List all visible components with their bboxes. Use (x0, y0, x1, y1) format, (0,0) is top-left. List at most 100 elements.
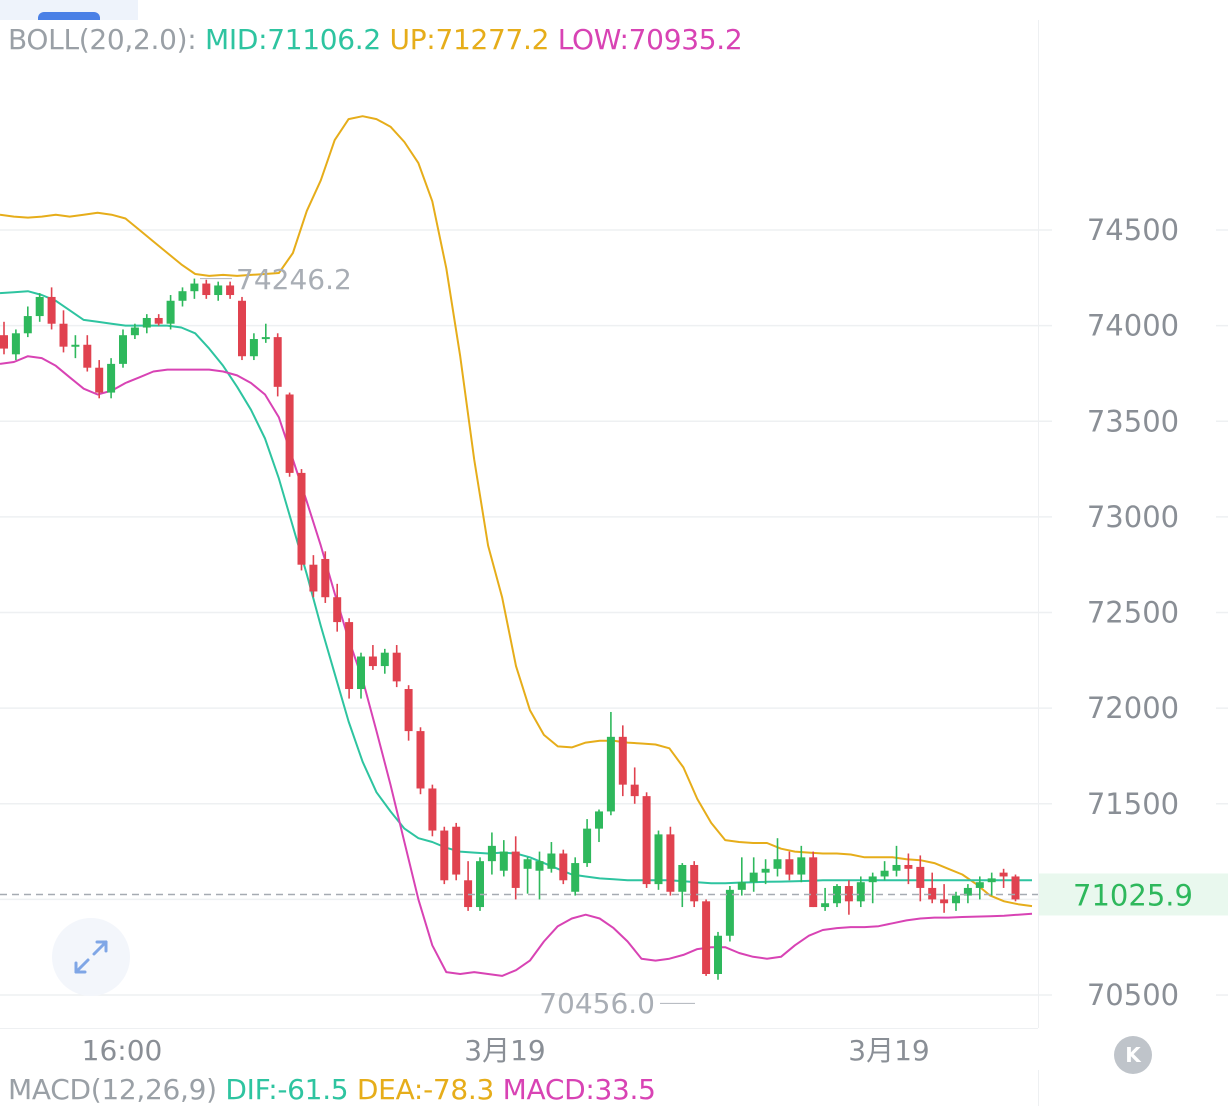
candle-body (71, 344, 80, 347)
candle-body (821, 903, 830, 908)
candle-body (166, 300, 175, 324)
candle-body (238, 300, 246, 357)
last-price-label: 71025.9 (1073, 878, 1193, 912)
candle-body (285, 394, 294, 473)
candle-body (904, 864, 913, 869)
candle-body (11, 333, 20, 355)
candle-body (749, 872, 758, 883)
candle-body (630, 784, 639, 797)
candle-body (844, 886, 853, 902)
x-tick-label: 3月19 (464, 1034, 545, 1067)
candle-body (928, 887, 937, 900)
candle-body (119, 335, 127, 364)
active-tab-indicator[interactable] (38, 12, 100, 20)
candle-body (737, 882, 746, 890)
boll-lower-line (0, 355, 1033, 977)
candle-body (523, 859, 532, 869)
candle-body (142, 317, 151, 328)
candle-body (559, 853, 568, 881)
candle-body (368, 656, 377, 667)
candle-body (487, 845, 496, 862)
candle-body (880, 870, 889, 877)
candle-body (618, 736, 627, 785)
x-tick-label: 16:00 (82, 1034, 163, 1067)
candle-body (59, 323, 68, 347)
candle-body (499, 851, 508, 871)
kline-toggle-button[interactable]: K (1114, 1036, 1152, 1074)
candle-body (725, 889, 734, 936)
last-price-tag (1039, 873, 1228, 916)
candle-body (892, 864, 901, 871)
expand-chart-button[interactable] (52, 918, 130, 996)
kline-toggle-label: K (1125, 1043, 1141, 1067)
candle-body (392, 652, 401, 682)
candle-body (809, 857, 818, 908)
candle-body (261, 337, 270, 340)
boll-mid-value: MID:71106.2 (205, 23, 381, 56)
candle-body (0, 335, 8, 349)
candle-body (321, 558, 330, 598)
boll-low-value: LOW:70935.2 (557, 23, 743, 56)
expand-arrows-icon (74, 940, 108, 974)
candle-body (547, 853, 556, 869)
y-tick-label: 71500 (1087, 787, 1179, 821)
candle-body (476, 861, 484, 908)
y-tick-label: 73000 (1087, 500, 1179, 534)
candle-body (916, 866, 925, 888)
candle-body (130, 327, 139, 336)
candle-body (642, 796, 651, 885)
y-axis-divider (1038, 20, 1039, 1028)
candle-body (309, 564, 318, 592)
candle-body (702, 901, 711, 975)
candle-body (868, 876, 877, 883)
candle-body (714, 935, 722, 975)
x-tick-label: 3月19 (848, 1034, 929, 1067)
candle-body (535, 861, 544, 871)
macd-value: MACD:33.5 (502, 1073, 656, 1106)
candle-body (47, 296, 56, 324)
y-tick-label: 72500 (1087, 596, 1179, 630)
candle-body (571, 863, 580, 892)
candle-body (226, 285, 235, 296)
candle-body (404, 689, 413, 732)
macd-dif-value: DIF:-61.5 (225, 1073, 349, 1106)
candle-body (35, 296, 44, 317)
candle-body (963, 887, 972, 896)
candle-body (666, 834, 675, 892)
candle-body (511, 851, 520, 888)
macd-indicator-name: MACD(12,26,9) (8, 1073, 217, 1106)
y-tick-label: 74000 (1087, 309, 1179, 343)
candle-body (95, 367, 104, 393)
macd-divider (1038, 1070, 1039, 1106)
candle-body (690, 864, 699, 902)
candle-body (202, 283, 211, 296)
macd-legend: MACD(12,26,9) DIF:-61.5 DEA:-78.3 MACD:3… (8, 1072, 656, 1108)
boll-upper-line (0, 115, 1033, 908)
candle-body (797, 857, 806, 875)
candle-body (761, 868, 770, 873)
candle-body (678, 864, 687, 892)
y-tick-label: 72000 (1087, 691, 1179, 725)
candle-body (595, 811, 603, 829)
candle-body (856, 882, 865, 902)
macd-dea-value: DEA:-78.3 (356, 1073, 495, 1106)
candle-body (1011, 876, 1020, 900)
candle-body (23, 316, 32, 334)
x-axis-baseline (0, 1028, 1038, 1029)
candle-body (833, 886, 841, 904)
candle-body (249, 339, 258, 357)
candle-body (214, 285, 223, 296)
y-tick-label: 70500 (1087, 978, 1179, 1012)
candle-body (773, 859, 782, 869)
candle-body (999, 872, 1008, 877)
candle-body (178, 291, 187, 301)
candle-body (785, 859, 794, 875)
candle-body (987, 878, 996, 883)
candle-body (107, 363, 116, 393)
candle-body (428, 788, 437, 831)
candle-body (273, 337, 282, 387)
boll-legend: BOLL(20,2.0): MID:71106.2 UP:71277.2 LOW… (8, 22, 743, 58)
candle-body (333, 597, 342, 623)
candle-body (606, 736, 615, 812)
